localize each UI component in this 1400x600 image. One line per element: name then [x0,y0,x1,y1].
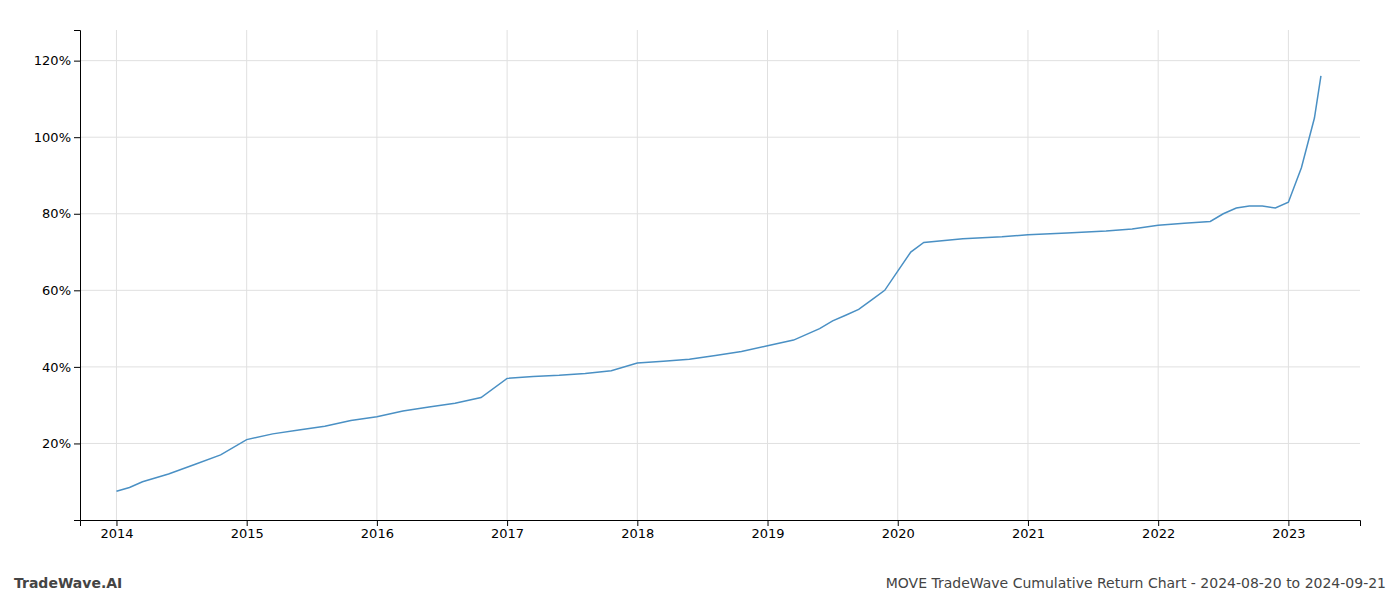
y-tick-mark [74,367,80,368]
x-tick-mark [507,520,508,526]
y-tick-mark [74,61,80,62]
x-tick-label: 2018 [621,526,654,541]
y-tick-label: 20% [42,436,71,451]
x-tick-label: 2023 [1272,526,1305,541]
x-grid-line [1027,30,1028,520]
y-tick-mark [74,214,80,215]
y-grid-line [80,366,1360,367]
y-tick-label: 120% [34,53,71,68]
y-grid-line [80,60,1360,61]
x-tick: 2015 [231,520,264,541]
x-tick-mark [1158,520,1159,526]
x-tick: 2023 [1272,520,1305,541]
x-grid-line [507,30,508,520]
x-tick: 2018 [621,520,654,541]
x-grid-line [1158,30,1159,520]
x-tick-mark [768,520,769,526]
y-tick: 40% [42,360,80,375]
x-axis-line [81,521,1361,527]
y-tick-label: 100% [34,130,71,145]
x-grid-line [246,30,247,520]
x-tick-mark [116,520,117,526]
x-tick-label: 2021 [1012,526,1045,541]
y-tick-label: 60% [42,283,71,298]
x-tick-label: 2020 [882,526,915,541]
x-tick: 2019 [751,520,784,541]
x-grid-line [116,30,117,520]
footer-right: MOVE TradeWave Cumulative Return Chart -… [886,575,1386,591]
y-tick: 80% [42,206,80,221]
y-tick-label: 40% [42,360,71,375]
y-tick: 120% [34,53,80,68]
x-tick: 2016 [361,520,394,541]
x-grid-line [897,30,898,520]
x-axis: 2014 2015 2016 2017 2018 2019 2020 2021 2022 2023 [81,520,1361,541]
y-tick: 100% [34,130,80,145]
x-tick-mark [1288,520,1289,526]
x-grid-line [767,30,768,520]
x-tick-mark [1028,520,1029,526]
x-grid-line [1288,30,1289,520]
y-axis: 20% 40% 60% 80% 100% 120% [34,31,81,521]
y-grid-line [80,213,1360,214]
x-tick-mark [377,520,378,526]
x-grid-line [637,30,638,520]
y-tick: 60% [42,283,80,298]
x-tick-label: 2016 [361,526,394,541]
y-tick-mark [74,443,80,444]
y-tick-label: 80% [42,206,71,221]
y-tick-mark [74,137,80,138]
x-tick-label: 2019 [751,526,784,541]
y-tick: 20% [42,436,80,451]
x-tick: 2014 [100,520,133,541]
x-grid-line [376,30,377,520]
x-tick: 2021 [1012,520,1045,541]
background [0,0,1400,600]
y-axis-line [74,31,81,521]
x-tick-mark [247,520,248,526]
x-tick-label: 2014 [100,526,133,541]
y-grid-line [80,290,1360,291]
marks [116,76,1320,491]
grid [80,30,1360,520]
x-tick-mark [637,520,638,526]
line [116,76,1320,491]
footer-left: TradeWave.AI [14,575,122,591]
y-grid-line [80,443,1360,444]
x-tick-mark [898,520,899,526]
plot: 2014 2015 2016 2017 2018 2019 2020 2021 2022 2023… [34,30,1361,541]
x-tick-label: 2015 [231,526,264,541]
y-grid-line [80,137,1360,138]
x-tick: 2017 [491,520,524,541]
x-tick: 2020 [882,520,915,541]
chart: 2014 2015 2016 2017 2018 2019 2020 2021 2022 2023… [0,0,1400,600]
x-tick-label: 2022 [1142,526,1175,541]
y-tick-mark [74,290,80,291]
x-tick: 2022 [1142,520,1175,541]
x-tick-label: 2017 [491,526,524,541]
